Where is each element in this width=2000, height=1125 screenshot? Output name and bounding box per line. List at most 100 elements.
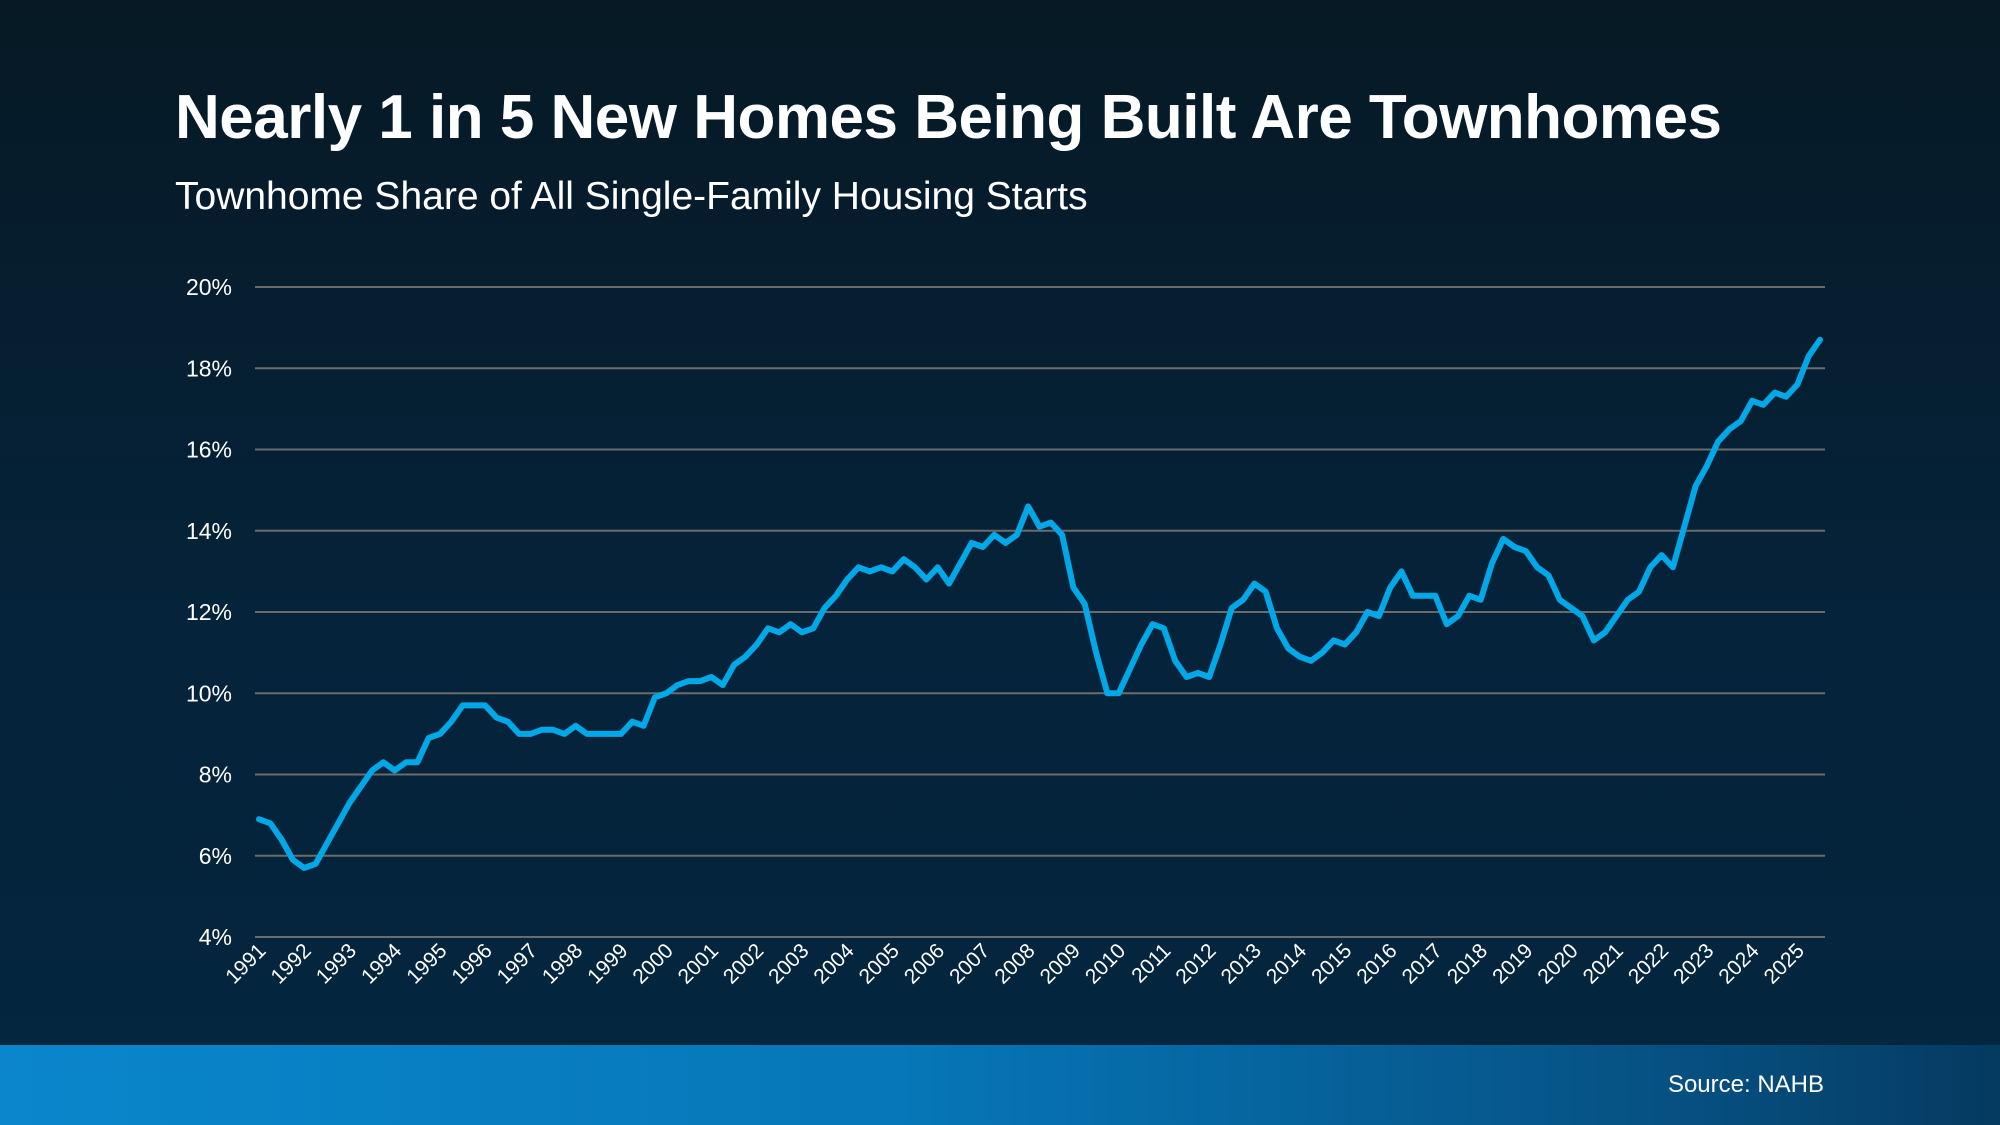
data-point: [1512, 544, 1518, 550]
series-line-townhome-share: [256, 336, 1823, 871]
data-point: [437, 731, 443, 737]
x-tick-label: 2007: [945, 939, 994, 988]
x-tick-label: 1995: [402, 939, 451, 988]
x-tick-label: 2001: [674, 939, 723, 988]
data-point: [1421, 593, 1427, 599]
x-tick-label: 1992: [266, 939, 315, 988]
data-point: [1806, 353, 1812, 359]
y-tick-label: 14%: [186, 518, 232, 544]
data-point: [279, 837, 285, 843]
data-point: [1636, 589, 1642, 595]
data-point: [822, 605, 828, 611]
data-point: [448, 719, 454, 725]
data-point: [1794, 382, 1800, 388]
data-point: [1410, 593, 1416, 599]
x-tick-label: 2010: [1081, 939, 1130, 988]
gridlines: [255, 286, 1825, 938]
data-point: [527, 731, 533, 737]
data-point: [1104, 690, 1110, 696]
data-point: [1206, 674, 1212, 680]
data-point: [380, 759, 386, 765]
data-point: [290, 857, 296, 863]
data-point: [335, 820, 341, 826]
data-point: [1138, 642, 1144, 648]
data-point: [1738, 418, 1744, 424]
data-point: [1466, 593, 1472, 599]
data-point: [1003, 540, 1009, 546]
data-point: [765, 625, 771, 631]
y-tick-label: 6%: [199, 843, 232, 869]
data-point: [1195, 670, 1201, 676]
y-tick-label: 8%: [199, 762, 232, 788]
x-axis-ticks: 1991199219931994199519961997199819992000…: [221, 939, 1809, 989]
x-tick-label: 1999: [583, 939, 632, 988]
x-tick-label: 1997: [493, 939, 542, 988]
x-tick-label: 2009: [1036, 939, 1085, 988]
data-point: [1783, 394, 1789, 400]
data-point: [1116, 690, 1122, 696]
data-point: [1240, 597, 1246, 603]
x-tick-label: 2016: [1352, 939, 1401, 988]
data-point: [697, 678, 703, 684]
data-point: [301, 865, 307, 871]
data-point: [641, 723, 647, 729]
data-point: [346, 800, 352, 806]
data-point: [573, 723, 579, 729]
x-tick-label: 2011: [1127, 939, 1175, 987]
data-point: [1308, 658, 1314, 664]
data-point: [595, 731, 601, 737]
data-point: [867, 568, 873, 574]
data-point: [1817, 337, 1823, 343]
data-point: [1602, 629, 1608, 635]
data-point: [607, 731, 613, 737]
data-point: [426, 735, 432, 741]
data-point: [1319, 650, 1325, 656]
x-tick-label: 2012: [1171, 939, 1220, 988]
data-point: [1342, 642, 1348, 648]
data-point: [1014, 532, 1020, 538]
data-point: [414, 759, 420, 765]
data-point: [1704, 463, 1710, 469]
data-point: [663, 690, 669, 696]
data-point: [991, 532, 997, 538]
data-point: [1557, 597, 1563, 603]
data-point: [901, 556, 907, 562]
data-point: [776, 629, 782, 635]
data-point: [482, 702, 488, 708]
x-tick-label: 2000: [628, 939, 677, 988]
data-point: [856, 564, 862, 570]
x-tick-label: 2020: [1533, 939, 1582, 988]
data-point: [1546, 572, 1552, 578]
data-point: [1082, 601, 1088, 607]
data-point: [1285, 646, 1291, 652]
data-point: [1670, 564, 1676, 570]
data-point: [1150, 621, 1156, 627]
data-point: [584, 731, 590, 737]
data-point: [946, 581, 952, 587]
x-tick-label: 2024: [1714, 939, 1764, 989]
data-point: [403, 759, 409, 765]
data-point: [369, 767, 375, 773]
x-tick-label: 2014: [1262, 939, 1312, 989]
x-tick-label: 2017: [1398, 939, 1447, 988]
data-point: [810, 625, 816, 631]
data-point: [1070, 585, 1076, 591]
data-point: [957, 560, 963, 566]
data-point: [1455, 613, 1461, 619]
data-point: [1760, 402, 1766, 408]
data-point: [969, 540, 975, 546]
y-tick-label: 16%: [186, 437, 232, 463]
x-tick-label: 2008: [990, 939, 1039, 988]
data-point: [1579, 613, 1585, 619]
data-point: [1037, 524, 1043, 530]
data-point: [1376, 613, 1382, 619]
x-tick-label: 2006: [900, 939, 949, 988]
data-point: [1217, 642, 1223, 648]
x-tick-label: 2025: [1760, 939, 1809, 988]
page-subtitle: Townhome Share of All Single-Family Hous…: [175, 175, 1088, 218]
data-point: [980, 544, 986, 550]
data-point: [754, 642, 760, 648]
data-point: [1613, 613, 1619, 619]
data-point: [788, 621, 794, 627]
